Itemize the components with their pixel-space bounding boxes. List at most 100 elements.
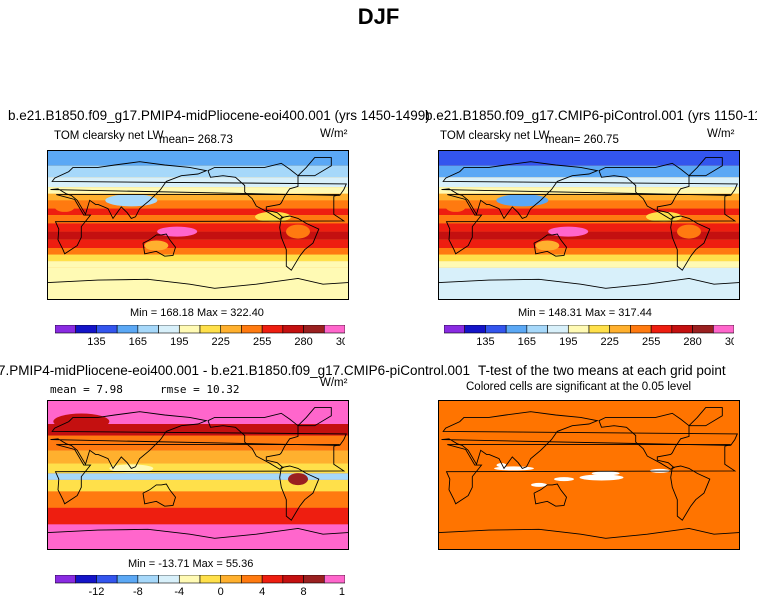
- panel1-colorbar-tick-label: 225: [212, 336, 230, 348]
- panel3-title: f09_g17.PMIP4-midPliocene-eoi400.001 - b…: [0, 363, 470, 378]
- panel3-minmax: Min = -13.71 Max = 55.36: [128, 558, 254, 570]
- panel1-map-band-midlat-s: [48, 248, 348, 255]
- panel1-colorbar-swatch: [241, 325, 263, 334]
- panel2-colorbar-swatch: [712, 325, 734, 334]
- panel2-subtitle: TOM clearsky net LW: [440, 130, 550, 142]
- panel3-colorbar-tick-label: 4: [259, 586, 265, 598]
- panel3-colorbar-swatch: [137, 575, 159, 584]
- panel2-map-sahara: [445, 201, 466, 212]
- panel2-colorbar-tick-label: 300: [725, 336, 734, 348]
- panel1-colorbar-swatch: [55, 325, 77, 334]
- panel1-mean: mean= 268.73: [159, 134, 233, 146]
- panel1-map-band-antarctic: [48, 267, 348, 299]
- panel3-colorbar-tick-label: 0: [218, 586, 224, 598]
- coastline: [48, 527, 348, 539]
- panel3-map-band-equator: [48, 473, 348, 480]
- panel1-colorbar-swatch: [137, 325, 159, 334]
- panel3-map-band-tropic-n: [48, 463, 348, 474]
- panel2-map: [438, 150, 740, 300]
- panel3-map-band-southern: [48, 507, 348, 525]
- panel1-map-band-southern: [48, 254, 348, 262]
- panel2-colorbar-swatch: [630, 325, 652, 334]
- panel2-map-australia: [535, 240, 560, 251]
- panel2-colorbar-swatch: [609, 325, 631, 334]
- panel3-colorbar-tick-label: 8: [301, 586, 307, 598]
- coastline: [441, 161, 738, 220]
- panel2-mean: mean= 260.75: [545, 134, 619, 146]
- panel1-map-band-equator: [48, 223, 348, 232]
- panel2-map-tibet: [496, 194, 549, 207]
- panel2-colorbar-swatch: [444, 325, 466, 334]
- coastline: [207, 412, 299, 470]
- panel1-colorbar-tick-label: 255: [253, 336, 271, 348]
- panel1-colorbar-tick-label: 300: [336, 336, 345, 348]
- panel3-map-band-arctic: [48, 401, 348, 425]
- panel2-map-warm-pool: [548, 226, 589, 237]
- panel3-map-band-antarctic: [48, 524, 348, 549]
- panel1-map-band-itcz: [48, 215, 348, 224]
- coastline: [279, 215, 320, 271]
- panel3-map-greenland: [300, 408, 329, 423]
- panel2-colorbar-swatch: [671, 325, 693, 334]
- panel2-map-band-southern-ocean: [439, 261, 739, 268]
- panel3-colorbar-tick-label: 12: [339, 586, 345, 598]
- panel4-map-insignificant-patch: [496, 463, 507, 468]
- panel2-map-band-itcz: [439, 215, 739, 224]
- panel3-colorbar-swatch: [282, 575, 304, 584]
- coastline: [279, 465, 320, 521]
- panel1-units: W/m²: [320, 128, 348, 140]
- coastline: [670, 215, 711, 271]
- coastline: [598, 162, 690, 220]
- coastline: [297, 157, 332, 177]
- panel1-colorbar-tick-label: 195: [170, 336, 188, 348]
- panel3-colorbar-swatch: [55, 575, 77, 584]
- panel4-map-insignificant-patch: [531, 482, 547, 487]
- panel1-map-band-arctic: [48, 151, 348, 166]
- coastline: [54, 194, 346, 255]
- panel1-title: b.e21.B1850.f09_g17.PMIP4-midPliocene-eo…: [8, 108, 430, 123]
- panel1-map-band-subarctic: [48, 165, 348, 178]
- panel4-map: [438, 400, 740, 550]
- panel3-colorbar-swatch: [303, 575, 325, 584]
- panel1-map-band-dry-n: [48, 208, 348, 216]
- panel4-map-insignificant-patch: [554, 477, 574, 482]
- panel3-rmse: rmse = 10.32: [160, 383, 240, 396]
- panel3-map-band-subarctic: [48, 424, 348, 436]
- panel1-colorbar-swatch: [96, 325, 118, 334]
- panel4-subtitle: Colored cells are significant at the 0.0…: [466, 381, 692, 393]
- panel2-colorbar: 135 165 195 225 255 280 300: [444, 325, 734, 348]
- panel2-colorbar-swatch: [526, 325, 548, 334]
- panel2-colorbar-tick-label: 195: [559, 336, 577, 348]
- coastline: [441, 411, 738, 470]
- panel2-colorbar-swatch: [588, 325, 611, 334]
- coastline: [445, 194, 737, 255]
- panel1-map-band-subtropic-s: [48, 239, 348, 249]
- panel1-colorbar: 135 165 195 225 255 280 300: [55, 325, 345, 348]
- panel1-map-band-midlat: [48, 187, 348, 194]
- panel2-map-band-antarctic: [439, 267, 739, 299]
- panel2-colorbar-swatch: [567, 325, 590, 334]
- coastline: [50, 161, 347, 220]
- panel3-colorbar-swatch: [116, 575, 139, 584]
- panel2-colorbar-swatch: [505, 325, 528, 334]
- coastline: [54, 444, 346, 505]
- panel2-colorbar-tick-label: 225: [601, 336, 619, 348]
- panel1-map-amazon: [286, 224, 310, 239]
- panel1-colorbar-swatch: [75, 325, 97, 334]
- panel3-colorbar-swatch: [323, 575, 345, 584]
- panel2-colorbar-swatch: [547, 325, 569, 334]
- panel2-map-amazon: [677, 224, 701, 239]
- panel4-title: T-test of the two means at each grid poi…: [478, 363, 726, 378]
- panel2-colorbar-tick-label: 165: [518, 336, 536, 348]
- panel2-units: W/m²: [707, 128, 735, 140]
- panel3-map-siberia: [53, 413, 110, 430]
- coastline: [48, 277, 348, 289]
- panel4-map-insignificant-patch: [579, 474, 624, 481]
- panel2-map-band-tropic-s: [439, 231, 739, 240]
- panel1-colorbar-swatch: [178, 325, 201, 334]
- panel1-map-warm-pool: [157, 226, 198, 237]
- panel2-colorbar-swatch: [485, 325, 507, 334]
- panel2-colorbar-swatch: [650, 325, 673, 334]
- coastline: [297, 407, 332, 427]
- panel1-colorbar-tick-label: 280: [294, 336, 312, 348]
